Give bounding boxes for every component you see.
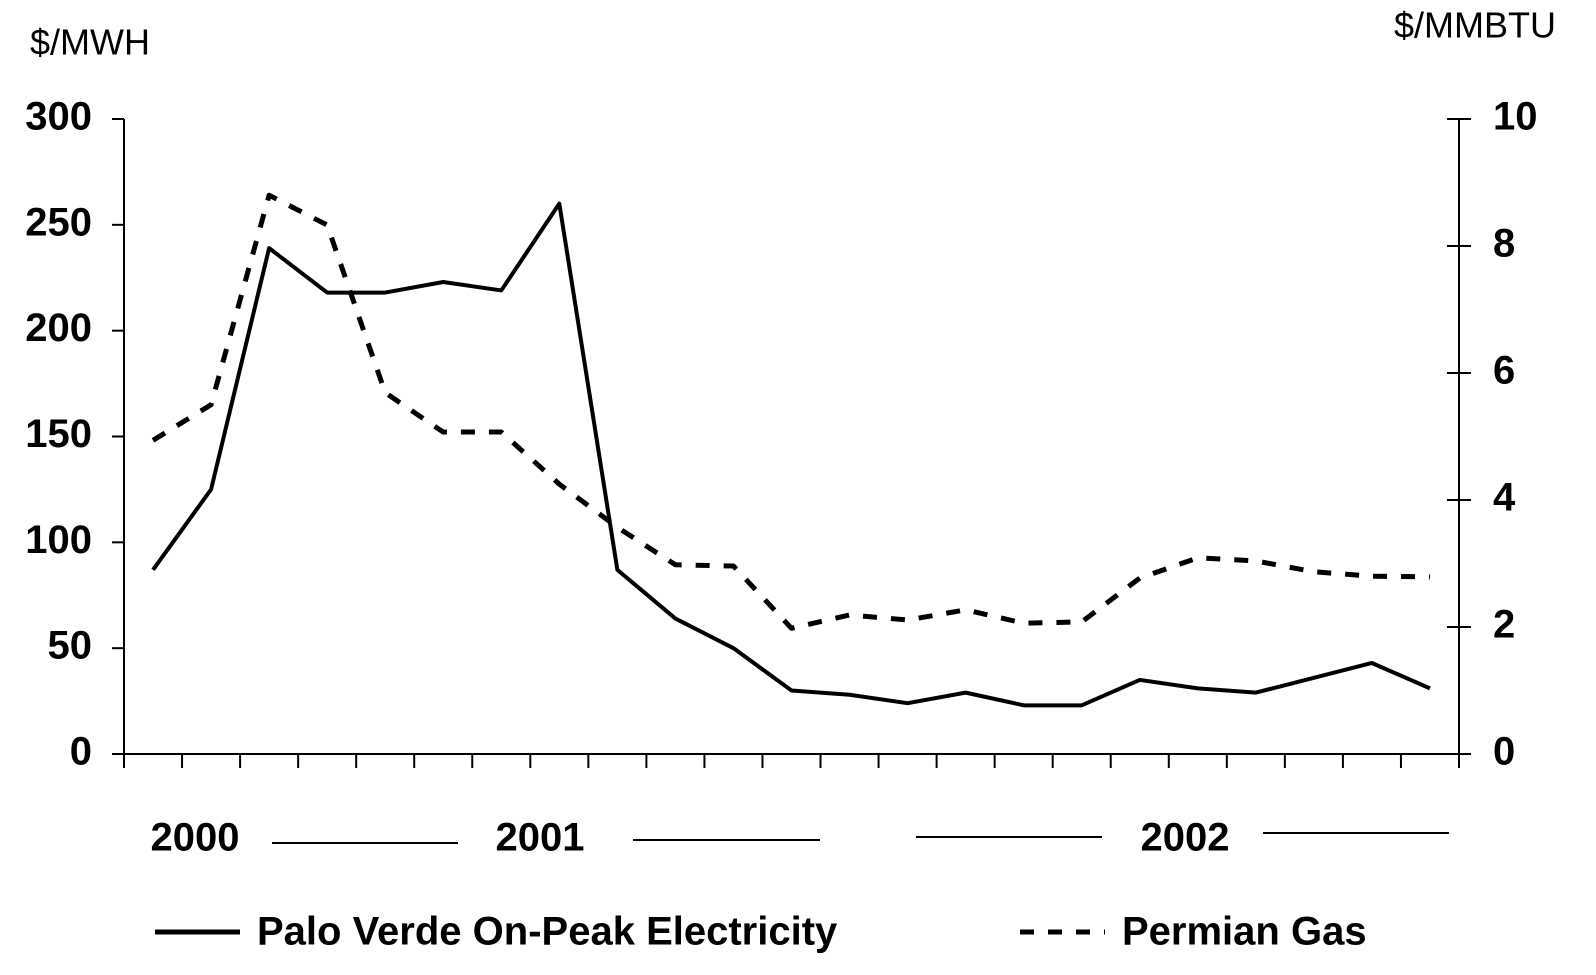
legend-label: Palo Verde On-Peak Electricity (257, 910, 838, 954)
y2-tick-label: 0 (1493, 730, 1515, 774)
legend-label: Permian Gas (1122, 910, 1367, 954)
x-group-label: 2000 (151, 816, 240, 860)
y2-axis-label: $/MMBTU (1394, 5, 1556, 46)
y-tick-label: 250 (25, 200, 92, 244)
x-group-label: 2001 (496, 816, 585, 860)
y2-tick-label: 8 (1493, 222, 1515, 266)
y2-tick-label: 6 (1493, 349, 1515, 393)
x-group-label: 2002 (1141, 816, 1230, 860)
y-tick-label: 300 (25, 95, 92, 139)
y2-tick-label: 10 (1493, 95, 1538, 139)
y2-tick-label: 4 (1493, 476, 1516, 520)
series-line (151, 201, 1431, 708)
y-axis-label: $/MWH (30, 22, 150, 63)
y2-tick-label: 2 (1493, 603, 1515, 647)
y-tick-label: 50 (48, 624, 93, 668)
y-tick-label: 200 (25, 306, 92, 350)
series-line (151, 192, 1431, 631)
y-tick-label: 100 (25, 518, 92, 562)
y-tick-label: 0 (70, 730, 92, 774)
y-tick-label: 150 (25, 412, 92, 456)
